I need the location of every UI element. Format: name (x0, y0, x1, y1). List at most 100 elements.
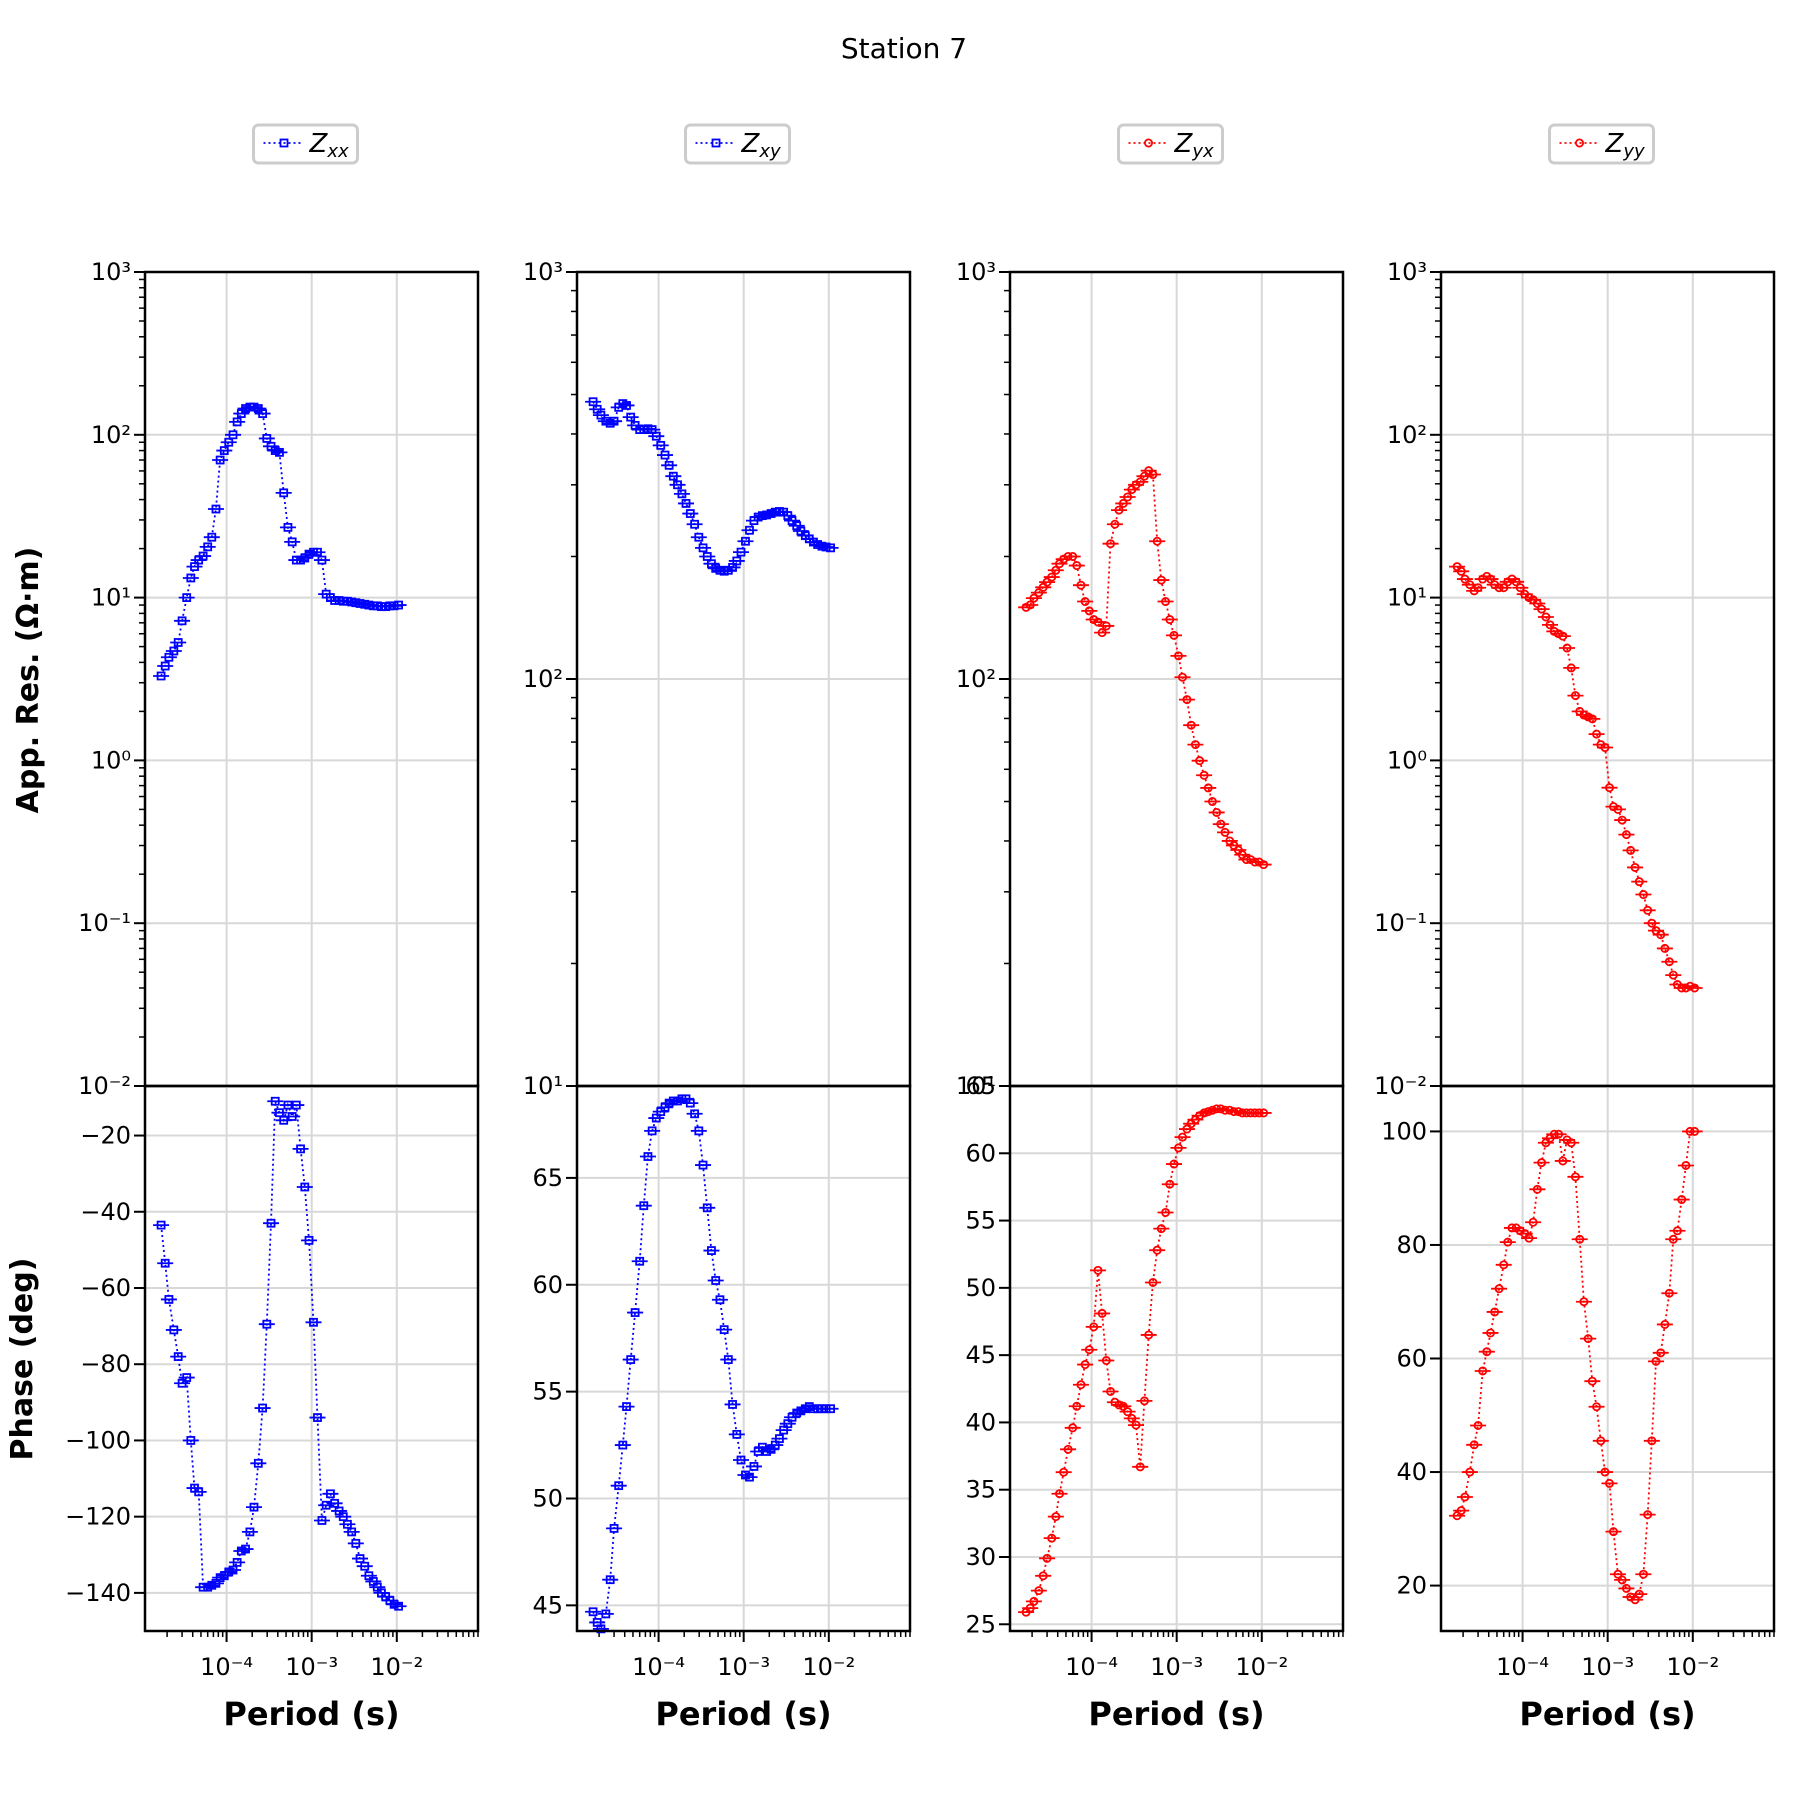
res-data-point (1465, 580, 1475, 590)
phase-data-point (1524, 1233, 1534, 1243)
x-tick-label: 10⁻⁴ (1065, 1653, 1118, 1681)
res-data-point (1545, 620, 1555, 630)
res-data-point (1106, 539, 1116, 549)
phase-data-point (279, 1115, 289, 1125)
phase-data-point (182, 1373, 192, 1382)
ylabel-phase: Phase (deg) (5, 1258, 40, 1461)
phase-data-point (635, 1256, 645, 1266)
phase-data-point (1490, 1307, 1500, 1317)
legend-label-subscript: xy (758, 141, 781, 162)
res-data-point (660, 450, 670, 460)
phase-y-tick-label: 40 (965, 1408, 996, 1436)
res-data-point (741, 536, 750, 546)
phase-data-point (1076, 1380, 1086, 1390)
legend-zyy: Zyy (1548, 123, 1655, 165)
legend-label-subscript: yx (1191, 141, 1214, 162)
res-data-point (1664, 957, 1674, 967)
phase-data-point (685, 1098, 695, 1108)
res-data-point (1617, 815, 1627, 825)
phase-data-point (1127, 1413, 1137, 1423)
phase-data-point (364, 1571, 374, 1581)
res-data-point (1259, 860, 1269, 870)
res-data-point (186, 573, 196, 583)
res-data-point (156, 671, 166, 681)
phase-data-point (694, 1126, 704, 1136)
phase-data-point (1144, 1330, 1154, 1340)
phase-data-point (1093, 1265, 1103, 1275)
phase-y-tick-label: 80 (1396, 1231, 1427, 1259)
phase-data-point (651, 1113, 661, 1123)
phase-data-point (1042, 1553, 1052, 1563)
phase-data-point (1047, 1533, 1057, 1543)
phase-data-point (698, 1160, 708, 1170)
res-data-point (1093, 617, 1103, 627)
phase-data-point (1084, 1345, 1094, 1355)
legend-zyx: Zyx (1117, 123, 1224, 165)
phase-data-point (622, 1402, 631, 1411)
phase-data-point (1482, 1347, 1492, 1357)
phase-data-point (1233, 1107, 1243, 1117)
phase-data-point (1681, 1160, 1691, 1170)
res-data-point (656, 440, 666, 450)
phase-data-point (728, 1400, 737, 1409)
res-data-point (698, 543, 708, 553)
res-data-point (1034, 588, 1044, 598)
phase-data-point (1494, 1284, 1504, 1294)
phase-data-point (253, 1458, 263, 1468)
res-data-point (762, 510, 772, 520)
phase-data-point (736, 1455, 746, 1465)
phase-data-point (241, 1544, 250, 1554)
res-series-line (160, 406, 399, 677)
phase-data-point (291, 1100, 301, 1110)
phase-data-point (1025, 1603, 1035, 1613)
phase-data-point (1216, 1104, 1226, 1114)
res-data-point (1630, 862, 1640, 872)
phase-y-tick-label: 60 (532, 1271, 563, 1299)
res-data-point (1195, 756, 1205, 766)
phase-y-tick-label: 30 (965, 1543, 996, 1571)
res-data-point (1076, 580, 1086, 590)
phase-data-point (173, 1352, 183, 1361)
phase-data-point (1503, 1237, 1513, 1247)
phase-data-point (296, 1144, 305, 1154)
phase-data-point (1554, 1129, 1564, 1139)
phase-data-point (1106, 1386, 1116, 1396)
res-data-point (1656, 930, 1666, 940)
phase-data-point (1537, 1158, 1547, 1168)
phase-data-point (1072, 1401, 1082, 1411)
res-data-point (219, 446, 229, 455)
phase-data-point (351, 1538, 361, 1548)
phase-data-point (1656, 1348, 1666, 1358)
res-data-point (1604, 783, 1614, 793)
phase-data-point (321, 1500, 331, 1510)
phase-data-point (169, 1325, 179, 1335)
phase-data-point (355, 1554, 365, 1563)
phase-data-point (1604, 1478, 1614, 1488)
res-data-point (1229, 840, 1239, 850)
res-data-point (1177, 672, 1187, 682)
phase-data-point (1135, 1462, 1145, 1472)
phase-data-point (605, 1575, 615, 1585)
phase-data-point (1225, 1105, 1235, 1115)
figure-title: Station 7 (841, 32, 967, 65)
phase-panel-zxy: 45 50 55 60 65 10⁻⁴ 10⁻³ 10⁻² (532, 1084, 912, 1681)
phase-axes-frame (143, 1084, 480, 1633)
phase-data-point (719, 1325, 729, 1335)
phase-data-point (749, 1462, 759, 1471)
phase-data-point (1617, 1575, 1627, 1585)
res-data-point (1097, 628, 1107, 638)
legend-label: Zxy (741, 129, 781, 162)
res-data-point (685, 509, 695, 518)
res-data-point (694, 532, 704, 542)
phase-data-point (160, 1258, 170, 1268)
res-data-point (1161, 597, 1171, 607)
res-data-point (626, 412, 636, 422)
res-data-point (1042, 577, 1052, 587)
phase-data-point (330, 1498, 340, 1508)
phase-data-point (1089, 1322, 1099, 1332)
res-data-point (745, 525, 754, 535)
res-data-point (1558, 631, 1568, 641)
phase-series-line (160, 1100, 399, 1608)
phase-data-point (1148, 1277, 1158, 1287)
phase-panel-zyx: 25 30 35 40 45 50 55 60 65 10⁻⁴ 10⁻³ 10⁻² (965, 1072, 1345, 1681)
